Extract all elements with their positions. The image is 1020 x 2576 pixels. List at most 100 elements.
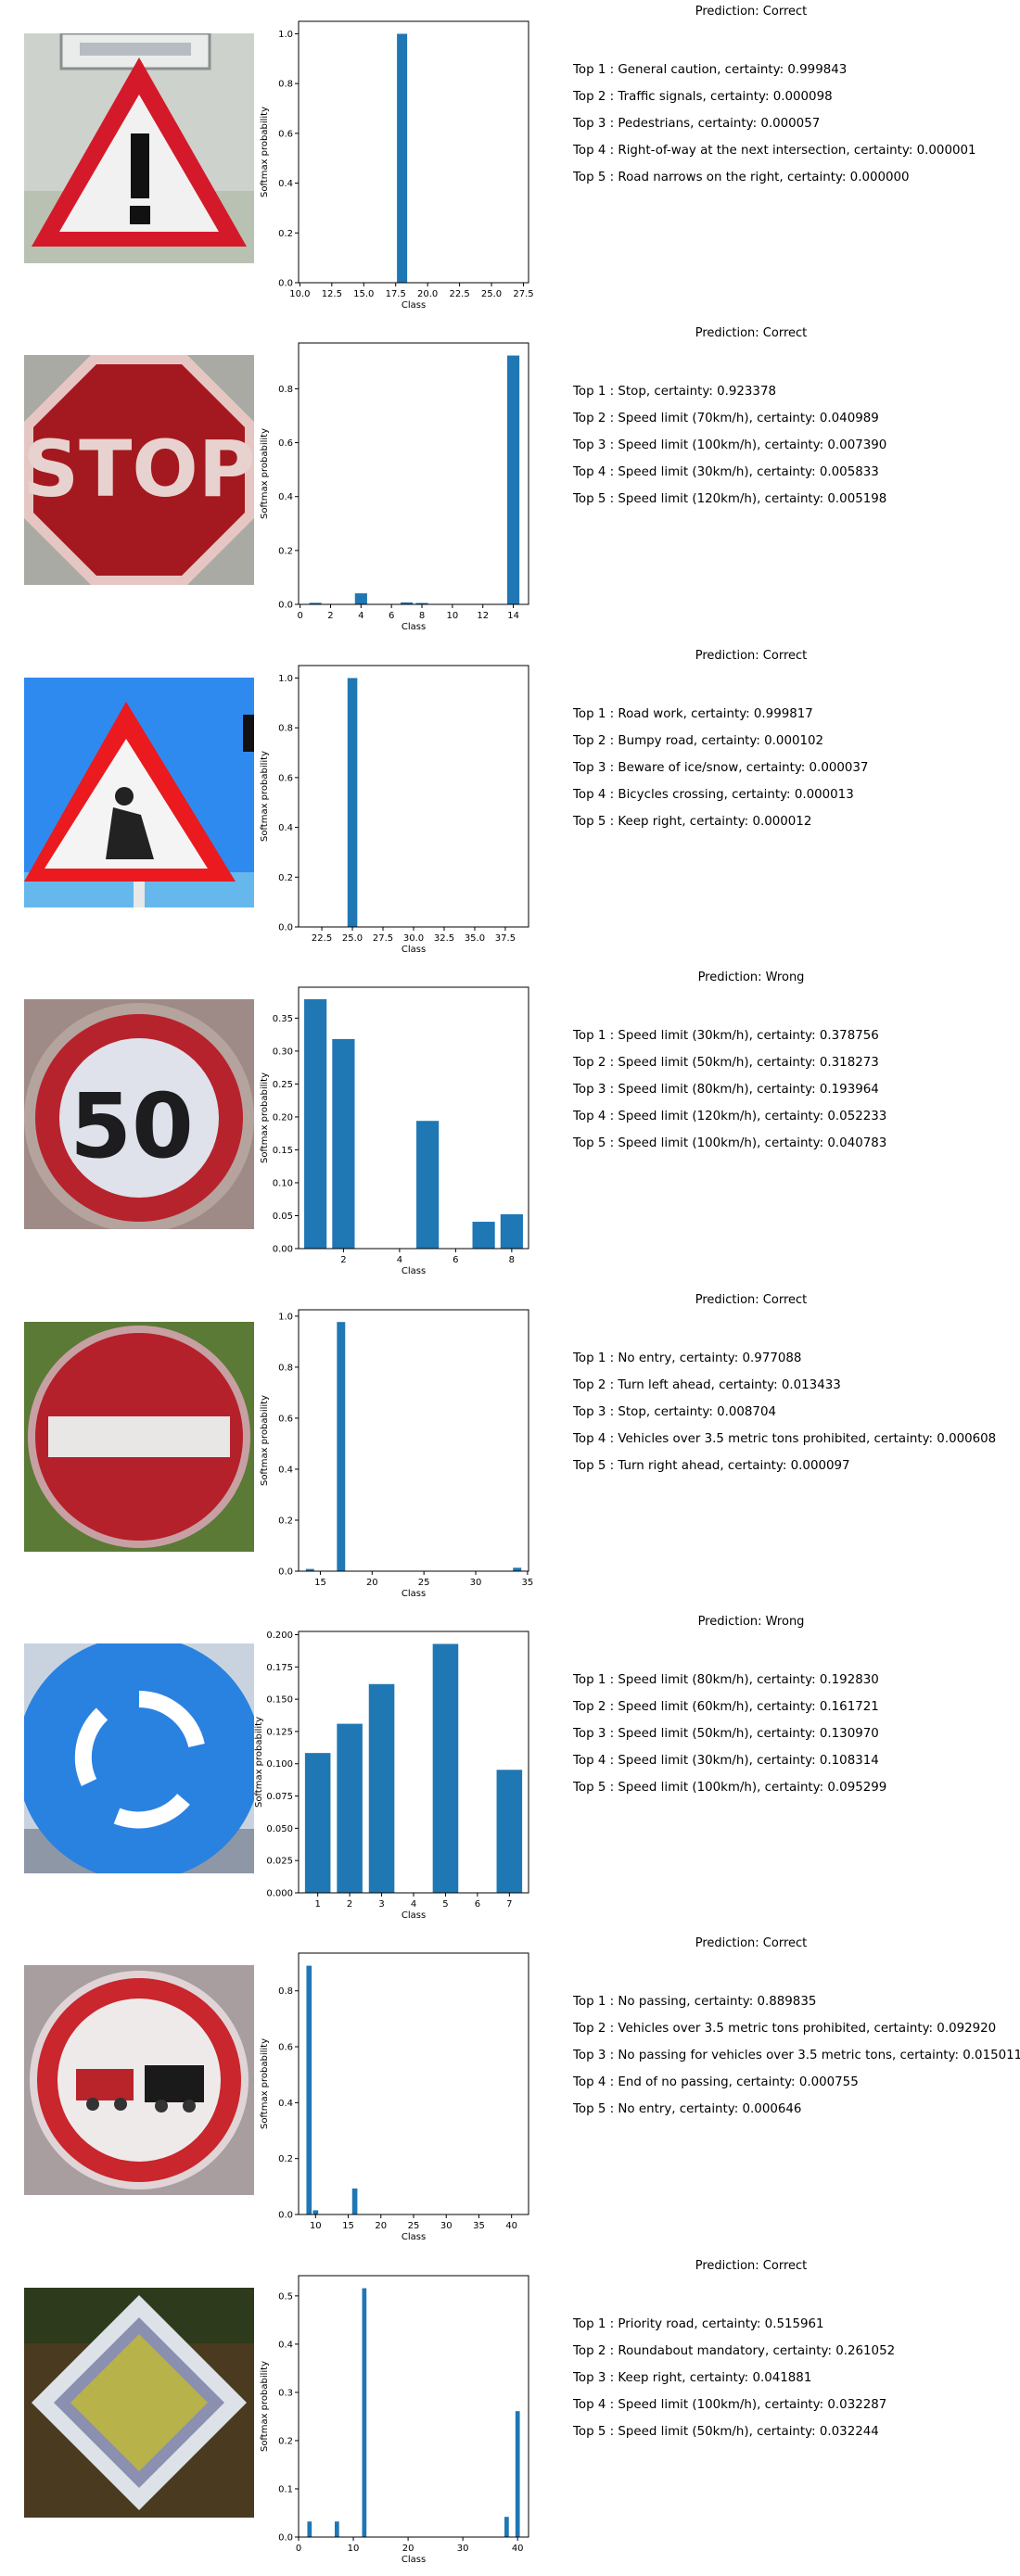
bar [332, 1039, 355, 1250]
y-tick-label: 0.8 [278, 80, 293, 90]
x-tick-label: 15.0 [353, 289, 374, 299]
y-axis-label: Softmax probability [254, 1717, 264, 1808]
top5-list: Top 1 : Speed limit (30km/h), certainty:… [573, 1029, 886, 1163]
bar [500, 1214, 523, 1250]
top5-list: Top 1 : Stop, certainty: 0.923378 Top 2 :… [573, 385, 886, 519]
top5-list: Top 1 : General caution, certainty: 0.99… [573, 63, 976, 197]
y-tick-label: 0.6 [278, 438, 293, 449]
y-tick-label: 0.8 [278, 385, 293, 395]
top-prediction-item: Top 4 : Bicycles crossing, certainty: 0.… [573, 787, 854, 802]
y-axis-label: Softmax probability [260, 1394, 270, 1485]
x-axis-label: Class [402, 2232, 426, 2242]
prediction-row: STOP 0 2 4 6 8 10 12 14 0.0 0.2 0.4 0.6 0.8 Class Soft… [0, 322, 1020, 643]
bar [397, 33, 408, 284]
x-tick-label: 5 [442, 1899, 448, 1910]
bar [416, 1121, 440, 1250]
x-tick-label: 35.0 [465, 933, 485, 944]
y-tick-label: 0.2 [278, 547, 293, 557]
bar [432, 1643, 459, 1893]
top-prediction-item: Top 3 : Beware of ice/snow, certainty: 0… [573, 760, 869, 775]
y-tick-label: 0.15 [273, 1146, 293, 1156]
top-prediction-item: Top 3 : Pedestrians, certainty: 0.000057 [573, 117, 821, 131]
y-tick-label: 0.1 [278, 2484, 293, 2494]
plot-frame [298, 665, 529, 928]
x-tick-label: 15 [314, 1578, 326, 1588]
y-tick-label: 0.0 [278, 279, 293, 289]
y-tick-label: 1.0 [278, 674, 293, 684]
top-prediction-item: Top 4 : Right-of-way at the next interse… [573, 144, 976, 158]
top-prediction-item: Top 4 : End of no passing, certainty: 0.… [573, 2075, 859, 2090]
x-tick-label: 10.0 [289, 289, 310, 299]
y-tick-label: 0.2 [278, 229, 293, 239]
x-tick-label: 30 [440, 2221, 453, 2231]
y-tick-label: 1.0 [278, 1312, 293, 1322]
top-prediction-item: Top 5 : Speed limit (120km/h), certainty… [573, 492, 887, 507]
top5-list: Top 1 : Priority road, certainty: 0.5159… [573, 2317, 895, 2452]
x-tick-label: 6 [453, 1255, 458, 1265]
y-tick-label: 0.0 [278, 1567, 293, 1577]
priority-road-sign-icon [24, 2287, 254, 2518]
softmax-bar-chart: 1 2 3 4 5 6 7 0.000 0.025 0.050 0.075 0.100 0.125 0.1… [252, 1622, 547, 1930]
x-tick-label: 20.0 [417, 289, 438, 299]
roundabout-sign-icon [24, 1643, 254, 1873]
x-tick-label: 25 [408, 2221, 420, 2231]
prediction-row: 50 2 4 6 8 0.00 0.05 0.10 0.15 0.20 0.25 0.30 0.35 C… [0, 966, 1020, 1288]
plot-frame [298, 986, 529, 1250]
no-entry-sign-icon [24, 1321, 254, 1552]
y-tick-label: 0.35 [273, 1014, 293, 1024]
x-tick-label: 30 [457, 2544, 469, 2554]
y-tick-label: 0.2 [278, 1516, 293, 1526]
top-prediction-item: Top 1 : Stop, certainty: 0.923378 [573, 385, 776, 400]
bar [334, 2520, 339, 2537]
bar [304, 1753, 331, 1893]
y-tick-label: 0.6 [278, 773, 293, 783]
y-tick-label: 0.05 [273, 1212, 293, 1222]
plot-frame [298, 1309, 529, 1572]
top5-list: Top 1 : Speed limit (80km/h), certainty:… [573, 1673, 886, 1808]
bar [347, 678, 358, 927]
y-axis-label: Softmax probability [260, 107, 270, 197]
x-tick-label: 0 [297, 611, 302, 621]
y-tick-label: 0.075 [266, 1792, 293, 1802]
y-tick-label: 0.8 [278, 1987, 293, 1998]
prediction-row: 1 2 3 4 5 6 7 0.000 0.025 0.050 0.075 0.100 0.125 0.1… [0, 1610, 1020, 1932]
top-prediction-item: Top 3 : Speed limit (50km/h), certainty:… [573, 1727, 879, 1741]
y-tick-label: 0.025 [266, 1857, 293, 1867]
top-prediction-item: Top 5 : Turn right ahead, certainty: 0.0… [573, 1458, 850, 1473]
plot-frame [298, 20, 529, 284]
x-tick-label: 4 [358, 611, 363, 621]
top-prediction-item: Top 4 : Vehicles over 3.5 metric tons pr… [573, 1431, 997, 1446]
y-tick-label: 0.8 [278, 723, 293, 733]
top-prediction-item: Top 5 : No entry, certainty: 0.000646 [573, 2102, 802, 2117]
bar [401, 603, 414, 605]
x-tick-label: 22.5 [449, 289, 469, 299]
y-tick-label: 0.6 [278, 2043, 293, 2053]
bar [306, 1966, 312, 2215]
bar [304, 999, 327, 1250]
y-tick-label: 0.2 [278, 873, 293, 883]
y-tick-label: 0.0 [278, 922, 293, 933]
bar [368, 1683, 395, 1893]
top-prediction-item: Top 2 : Bumpy road, certainty: 0.000102 [573, 733, 824, 748]
prediction-title: Prediction: Correct [695, 5, 808, 19]
prediction-title: Prediction: Correct [695, 1936, 808, 1951]
x-tick-label: 15 [342, 2221, 354, 2231]
no-passing-sign-icon [24, 1965, 254, 2196]
softmax-bar-chart: 2 4 6 8 0.00 0.05 0.10 0.15 0.20 0.25 0.30 0.35 Clas… [252, 978, 547, 1286]
y-tick-label: 0.0 [278, 601, 293, 611]
y-tick-label: 0.10 [273, 1179, 293, 1189]
prediction-row: 15 20 25 30 35 0.0 0.2 0.4 0.6 0.8 1.0 Class Softmax… [0, 1288, 1020, 1610]
top-prediction-item: Top 5 : Speed limit (100km/h), certainty… [573, 1781, 887, 1795]
top-prediction-item: Top 1 : No entry, certainty: 0.977088 [573, 1351, 802, 1365]
general-caution-sign-icon [24, 33, 254, 263]
svg-text:50: 50 [70, 1074, 194, 1178]
top-prediction-item: Top 3 : Keep right, certainty: 0.041881 [573, 2370, 812, 2385]
top-prediction-item: Top 2 : Speed limit (50km/h), certainty:… [573, 1056, 879, 1071]
softmax-bar-chart: 22.5 25.0 27.5 30.0 32.5 35.0 37.5 0.0 0.2 0.4 0.6… [252, 656, 547, 964]
top-prediction-item: Top 1 : Speed limit (30km/h), certainty:… [573, 1029, 879, 1044]
y-tick-label: 0.4 [278, 823, 293, 833]
top-prediction-item: Top 5 : Speed limit (100km/h), certainty… [573, 1136, 887, 1151]
top-prediction-item: Top 2 : Traffic signals, certainty: 0.00… [573, 90, 833, 104]
x-tick-label: 0 [296, 2544, 301, 2554]
y-tick-label: 0.4 [278, 179, 293, 189]
